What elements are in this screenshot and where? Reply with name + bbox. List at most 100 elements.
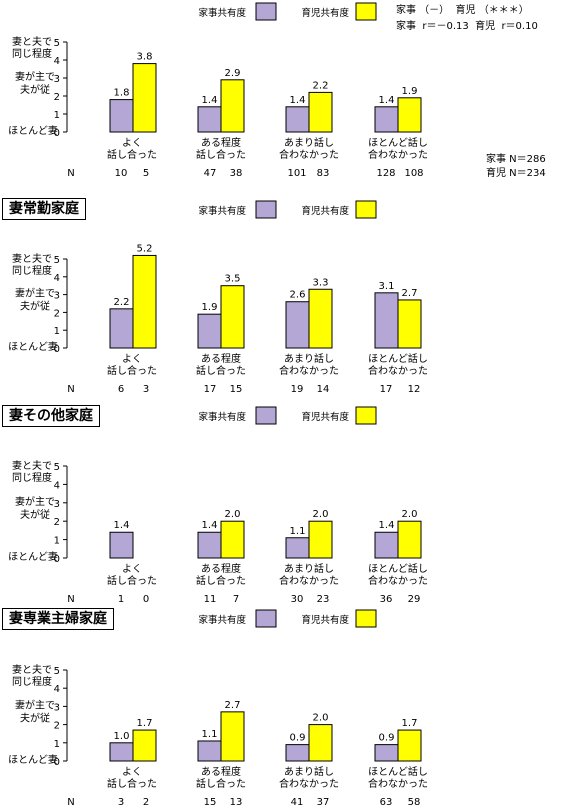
y-label-equal: 同じ程度 bbox=[12, 47, 52, 60]
category-label: あまり話し bbox=[284, 352, 334, 365]
bar-kaji bbox=[285, 106, 310, 133]
n-count-kaji: 15 bbox=[204, 797, 217, 805]
bar-kaji bbox=[374, 292, 399, 349]
bar-ikuji bbox=[397, 520, 422, 559]
category-label: 合わなかった bbox=[368, 777, 428, 790]
data-label-ikuji: 2.9 bbox=[225, 68, 241, 79]
data-label-ikuji: 2.0 bbox=[313, 713, 329, 724]
y-tick-label: 0 bbox=[54, 554, 60, 565]
stats-significance: 家事 （－） 育児 （＊＊＊） bbox=[396, 5, 529, 16]
n-row-label: N bbox=[67, 797, 74, 805]
n-count-kaji: 47 bbox=[204, 168, 217, 179]
n-count-kaji: 63 bbox=[380, 797, 393, 805]
legend-swatch-ikuji bbox=[355, 609, 377, 628]
n-count-ikuji: 108 bbox=[404, 168, 423, 179]
n-count-kaji: 19 bbox=[291, 384, 304, 395]
data-label-ikuji: 2.7 bbox=[402, 288, 418, 299]
y-tick-label: 3 bbox=[54, 499, 60, 510]
n-count-ikuji: 37 bbox=[317, 797, 330, 805]
y-tick-label: 5 bbox=[54, 255, 60, 266]
n-count-kaji: 17 bbox=[380, 384, 393, 395]
n-count-kaji: 1 bbox=[118, 594, 124, 605]
legend-swatch-ikuji bbox=[355, 2, 377, 21]
y-label-wife-main: 夫が従 bbox=[20, 300, 50, 313]
category-label: 話し合った bbox=[196, 148, 246, 161]
y-label-equal: 同じ程度 bbox=[12, 264, 52, 277]
y-label-equal: 妻と夫で bbox=[12, 663, 52, 676]
data-label-kaji: 1.0 bbox=[114, 731, 130, 742]
bar-ikuji bbox=[308, 520, 333, 559]
n-count-kaji: 101 bbox=[287, 168, 306, 179]
data-label-ikuji: 2.0 bbox=[402, 509, 418, 520]
y-tick-label: 3 bbox=[54, 74, 60, 85]
y-tick-label: 3 bbox=[54, 702, 60, 713]
bar-ikuji bbox=[308, 91, 333, 133]
bar-ikuji bbox=[132, 729, 157, 762]
y-label-wife-main: 妻が主で bbox=[15, 698, 55, 711]
bar-kaji bbox=[197, 531, 222, 559]
data-label-ikuji: 2.7 bbox=[225, 700, 241, 711]
y-tick-label: 4 bbox=[54, 56, 60, 67]
y-tick-label: 2 bbox=[54, 92, 60, 103]
category-label: 話し合った bbox=[107, 574, 157, 587]
y-label-equal: 妻と夫で bbox=[12, 459, 52, 472]
y-tick-label: 4 bbox=[54, 684, 60, 695]
n-count-kaji: 11 bbox=[204, 594, 217, 605]
stats-correlation: 家事 r＝－0.13 育児 r＝0.10 bbox=[396, 21, 538, 32]
legend-label-kaji: 家事共有度 bbox=[198, 411, 246, 423]
legend-swatch-ikuji bbox=[355, 200, 377, 219]
data-label-ikuji: 2.2 bbox=[313, 80, 329, 91]
y-label-wife-main: 妻が主で bbox=[15, 287, 55, 300]
category-label: 合わなかった bbox=[279, 148, 339, 161]
y-label-wife-main: 夫が従 bbox=[20, 508, 50, 521]
data-label-kaji: 2.6 bbox=[290, 290, 306, 301]
y-label-equal: 妻と夫で bbox=[12, 252, 52, 265]
data-label-kaji: 1.4 bbox=[290, 95, 306, 106]
data-label-kaji: 1.9 bbox=[202, 302, 218, 313]
category-label: よく bbox=[122, 766, 142, 778]
bar-kaji bbox=[109, 742, 134, 762]
y-label-mostly-wife: ほとんど妻 bbox=[8, 753, 58, 766]
n-count-ikuji: 7 bbox=[233, 594, 239, 605]
category-label: 合わなかった bbox=[279, 364, 339, 377]
bar-ikuji bbox=[132, 254, 157, 349]
category-label: よく bbox=[122, 137, 142, 149]
y-tick-label: 3 bbox=[54, 291, 60, 302]
n-count-kaji: 10 bbox=[115, 168, 128, 179]
legend-label-ikuji: 育児共有度 bbox=[301, 205, 349, 217]
category-label: ある程度 bbox=[201, 352, 241, 365]
y-tick-label: 0 bbox=[54, 344, 60, 355]
y-label-mostly-wife: ほとんど妻 bbox=[8, 124, 58, 137]
n-count-ikuji: 29 bbox=[408, 594, 421, 605]
y-label-wife-main: 夫が従 bbox=[20, 711, 50, 724]
data-label-ikuji: 3.5 bbox=[225, 274, 241, 285]
legend-swatch-kaji bbox=[255, 2, 277, 21]
y-tick-label: 2 bbox=[54, 517, 60, 528]
bar-ikuji bbox=[397, 97, 422, 133]
n-row-label: N bbox=[67, 594, 74, 605]
data-label-kaji: 0.9 bbox=[379, 733, 395, 744]
n-count-ikuji: 83 bbox=[317, 168, 330, 179]
n-count-kaji: 36 bbox=[380, 594, 393, 605]
data-label-ikuji: 3.3 bbox=[313, 277, 329, 288]
legend-label-ikuji: 育児共有度 bbox=[301, 7, 349, 19]
category-label: あまり話し bbox=[284, 562, 334, 575]
category-label: ほとんど話し bbox=[368, 562, 428, 575]
legend-label-kaji: 家事共有度 bbox=[198, 7, 246, 19]
y-label-wife-main: 妻が主で bbox=[15, 495, 55, 508]
data-label-kaji: 1.1 bbox=[202, 729, 218, 740]
category-label: ほとんど話し bbox=[368, 352, 428, 365]
bar-ikuji bbox=[220, 79, 245, 133]
bar-kaji bbox=[374, 106, 399, 133]
data-label-kaji: 1.4 bbox=[379, 520, 395, 531]
data-label-ikuji: 5.2 bbox=[137, 243, 153, 254]
n-count-ikuji: 13 bbox=[230, 797, 243, 805]
data-label-ikuji: 1.7 bbox=[137, 718, 153, 729]
category-label: ある程度 bbox=[201, 765, 241, 778]
y-tick-label: 4 bbox=[54, 480, 60, 491]
category-label: ほとんど話し bbox=[368, 765, 428, 778]
bar-ikuji bbox=[397, 299, 422, 349]
y-label-equal: 妻と夫で bbox=[12, 35, 52, 48]
panel-title-other: 妻その他家庭 bbox=[2, 405, 100, 427]
legend-swatch-kaji bbox=[255, 609, 277, 628]
